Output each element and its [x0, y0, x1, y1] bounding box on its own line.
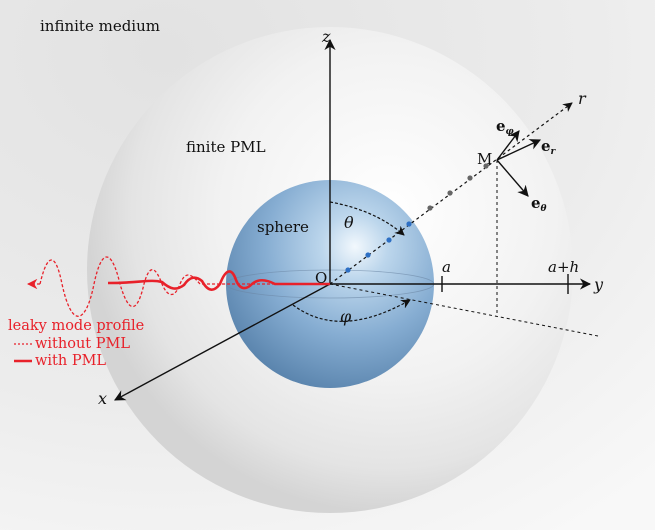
legend-without-pml: without PML: [35, 336, 130, 352]
label-point-m: M: [477, 150, 492, 168]
label-z-axis: z: [321, 27, 331, 46]
phi-arc: [292, 299, 411, 322]
label-e-theta: eθ: [531, 194, 547, 214]
x-axis: [114, 283, 331, 401]
label-finite-pml: finite PML: [186, 138, 266, 156]
label-y-axis: y: [593, 275, 604, 294]
label-r-axis: r: [578, 89, 587, 108]
label-x-axis: x: [98, 389, 107, 408]
e-phi-vector: [496, 130, 520, 161]
e-r-vector: [496, 139, 542, 161]
r-dots-inner: [345, 221, 412, 273]
theta-arc: [329, 201, 405, 236]
mode-without-pml: [39, 256, 330, 317]
label-phi: φ: [340, 307, 352, 326]
legend-title: leaky mode profile: [8, 318, 144, 334]
label-e-phi: eφ: [496, 117, 515, 137]
label-infinite-medium: infinite medium: [40, 17, 160, 35]
mode-with-pml: [107, 270, 330, 291]
label-theta: θ: [344, 213, 354, 232]
label-sphere: sphere: [257, 218, 309, 236]
label-origin: O: [315, 269, 327, 287]
label-e-r: er: [541, 137, 557, 157]
label-a-plus-h: a+h: [548, 258, 579, 276]
r-dots-outer: [427, 163, 489, 211]
label-a: a: [442, 258, 451, 276]
legend-with-pml: with PML: [35, 353, 106, 369]
e-theta-vector: [496, 159, 529, 197]
